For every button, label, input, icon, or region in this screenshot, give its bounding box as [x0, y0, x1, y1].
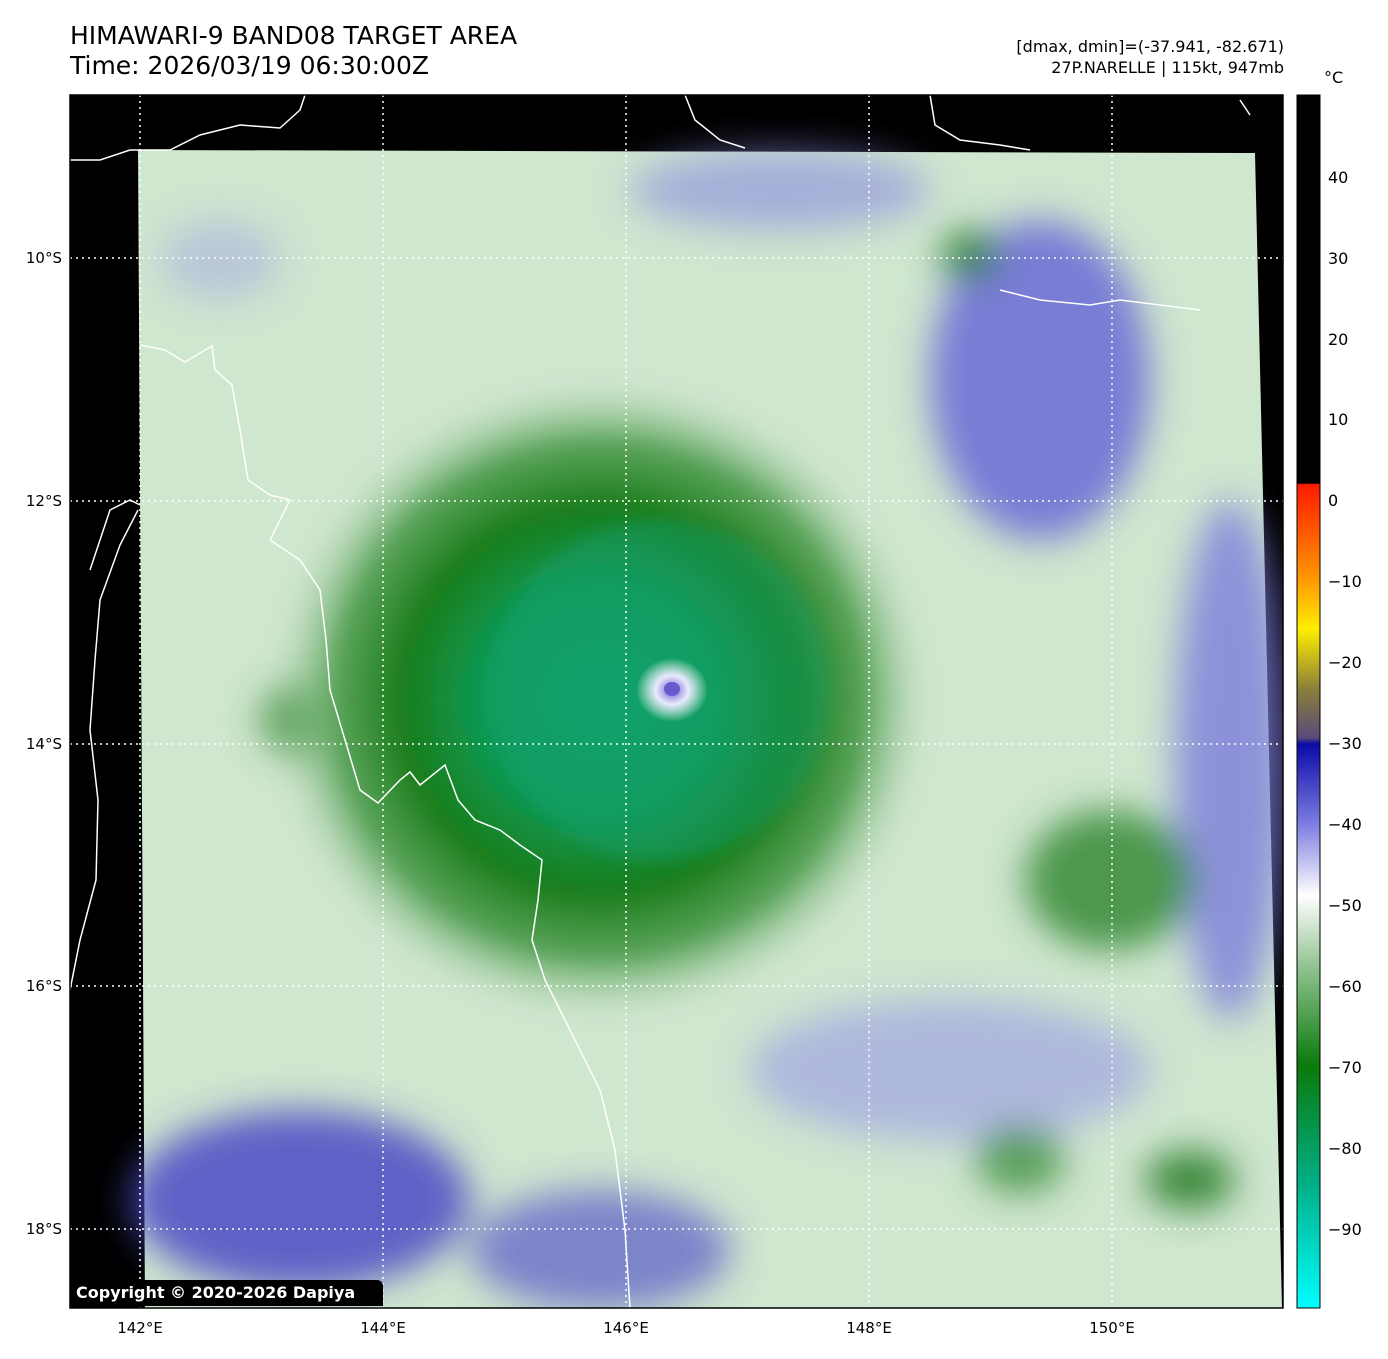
colorbar-tick: 0 [1328, 491, 1339, 510]
colorbar-tick: −30 [1328, 734, 1362, 753]
lat-label-10s: 10°S [26, 249, 62, 267]
colorbar-tick: −20 [1328, 653, 1362, 672]
lon-label-144: 144°E [360, 1319, 406, 1337]
gridlines [70, 95, 1283, 1308]
lon-label-142: 142°E [117, 1319, 163, 1337]
lat-label-18s: 18°S [26, 1220, 62, 1238]
temperature-range: [dmax, dmin]=(-37.941, -82.671) [1016, 37, 1284, 56]
lat-label-12s: 12°S [26, 492, 62, 510]
colorbar-tick: 30 [1328, 249, 1349, 268]
lon-label-150: 150°E [1089, 1319, 1135, 1337]
coastlines [70, 95, 1251, 1308]
colorbar-tick: −90 [1328, 1220, 1362, 1239]
colorbar-unit: °C [1324, 68, 1344, 87]
colorbar-tick: 40 [1328, 168, 1349, 187]
colorbar-tick: 10 [1328, 410, 1349, 429]
lat-label-16s: 16°S [26, 977, 62, 995]
colorbar-tick: 20 [1328, 330, 1349, 349]
plot-frame [69, 94, 1284, 1309]
storm-info: 27P.NARELLE | 115kt, 947mb [1051, 58, 1284, 77]
colorbar-tick: −50 [1328, 896, 1362, 915]
colorbar-tick: −60 [1328, 977, 1362, 996]
lon-label-146: 146°E [603, 1319, 649, 1337]
colorbar-tick: −40 [1328, 815, 1362, 834]
colorbar-tick: −80 [1328, 1139, 1362, 1158]
observation-time: Time: 2026/03/19 06:30:00Z [70, 51, 429, 80]
colorbar-tick: −10 [1328, 572, 1362, 591]
colorbar-tick: −70 [1328, 1058, 1362, 1077]
storm-eye-center [664, 682, 680, 696]
lat-label-14s: 14°S [26, 735, 62, 753]
colorbar [1296, 94, 1321, 1309]
copyright-badge: Copyright © 2020-2026 Dapiya [70, 1280, 383, 1306]
map-title: HIMAWARI-9 BAND08 TARGET AREA [70, 21, 518, 50]
lon-label-148: 148°E [846, 1319, 892, 1337]
